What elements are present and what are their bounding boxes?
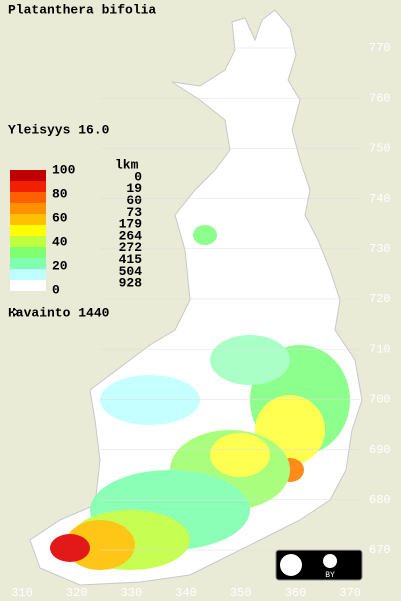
color-band (10, 225, 46, 236)
count-label: 928 (119, 276, 143, 291)
east-label: 360 (285, 586, 307, 600)
scale-label: 20 (52, 258, 68, 273)
scale-label: 40 (52, 234, 68, 249)
color-band (10, 269, 46, 280)
title: Platanthera bifolia (8, 2, 156, 17)
count-label: 504 (119, 264, 143, 279)
observations: Havainto 1440 (8, 305, 110, 320)
count-label: 60 (126, 193, 142, 208)
scale-label: 0 (52, 282, 60, 297)
north-label: 710 (369, 342, 391, 356)
license-text: BY (325, 571, 335, 580)
east-label: 350 (230, 586, 252, 600)
occurrence-areas (50, 225, 350, 570)
north-label: 760 (369, 91, 391, 105)
north-label: 700 (369, 393, 391, 407)
count-label: 179 (119, 217, 143, 232)
observation-symbol (11, 308, 19, 316)
north-label: 720 (369, 292, 391, 306)
north-label: 750 (369, 142, 391, 156)
color-band (10, 247, 46, 258)
color-band (10, 170, 46, 181)
scale-label: 80 (52, 186, 68, 201)
count-label: 272 (119, 240, 143, 255)
scale-label: 100 (52, 162, 76, 177)
color-band (10, 203, 46, 214)
color-band (10, 181, 46, 192)
east-label: 310 (11, 586, 33, 600)
count-label: 415 (119, 252, 143, 267)
count-label: 19 (126, 181, 142, 196)
count-label: 0 (134, 169, 142, 184)
by-icon (323, 554, 337, 568)
cc-icon (280, 554, 302, 576)
north-label: 770 (369, 41, 391, 55)
east-label: 330 (121, 586, 143, 600)
scale-label: 60 (52, 210, 68, 225)
frequency: Yleisyys 16.0 (8, 122, 110, 137)
color-band (10, 258, 46, 269)
count-header: lkm (115, 157, 139, 172)
count-label: 73 (126, 205, 142, 220)
count-label: 264 (119, 228, 143, 243)
color-band (10, 236, 46, 247)
color-band (10, 192, 46, 203)
east-label: 320 (66, 586, 88, 600)
color-band (10, 280, 46, 291)
east-label: 370 (339, 586, 361, 600)
color-band (10, 214, 46, 225)
north-label: 690 (369, 443, 391, 457)
east-label: 340 (175, 586, 197, 600)
north-label: 680 (369, 493, 391, 507)
north-label: 670 (369, 543, 391, 557)
north-label: 740 (369, 192, 391, 206)
north-label: 730 (369, 242, 391, 256)
